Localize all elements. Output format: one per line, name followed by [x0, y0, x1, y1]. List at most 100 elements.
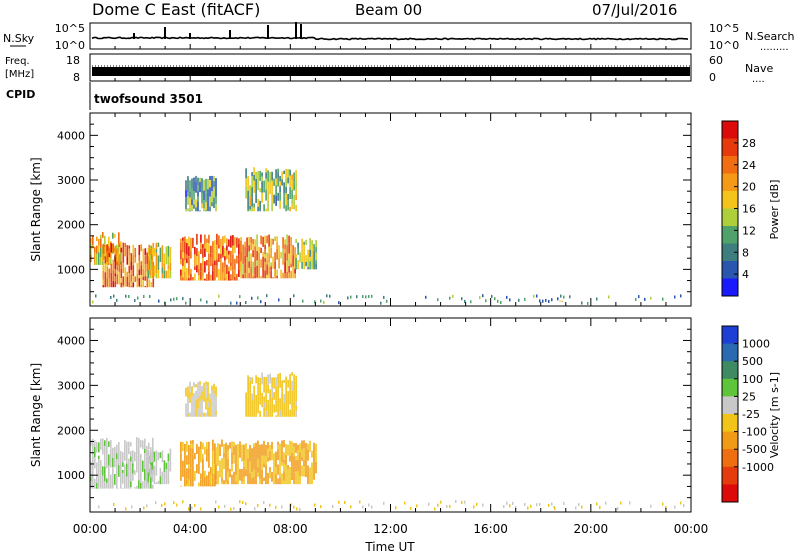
echo-cell [287, 177, 289, 184]
freq-top-tick: 18 [66, 54, 80, 67]
echo-cell [197, 408, 199, 417]
echo-cell [213, 181, 215, 188]
echo-cell [161, 450, 164, 463]
echo-cell [187, 192, 189, 196]
echo-cell [211, 408, 213, 416]
scatter-speck [581, 301, 583, 305]
echo-cell [197, 391, 199, 399]
cpid-value: twofsound 3501 [94, 92, 203, 106]
echo-cell [152, 242, 155, 249]
echo-cell [287, 172, 289, 178]
echo-cell [187, 403, 189, 414]
echo-cell [265, 172, 267, 179]
echo-cell [190, 269, 192, 275]
scatter-speck [470, 300, 472, 304]
echo-cell [289, 175, 291, 188]
echo-cell [291, 204, 293, 209]
echo-cell [200, 278, 202, 281]
echo-cell [200, 242, 202, 249]
echo-cell [189, 207, 191, 211]
echo-cell [197, 196, 199, 202]
echo-cell [102, 279, 105, 286]
scatter-speck [665, 506, 667, 510]
echo-cell [140, 454, 142, 466]
echo-cell [142, 440, 144, 450]
echo-cell [161, 262, 164, 268]
echo-cell [233, 441, 235, 447]
echo-cell [184, 455, 186, 460]
echo-cell [215, 415, 217, 417]
echo-cell [238, 259, 240, 270]
echo-cell [118, 455, 120, 466]
nsearch-top-tick: 10^5 [709, 22, 739, 35]
echo-cell [253, 443, 255, 447]
echo-cell [205, 192, 207, 203]
echo-cell [191, 188, 193, 200]
echo-cell [252, 261, 254, 274]
scatter-speck [485, 299, 487, 303]
echo-cell [208, 263, 210, 272]
echo-cell [167, 453, 170, 462]
echo-cell [159, 476, 162, 485]
echo-cell [182, 460, 184, 470]
echo-cell [150, 264, 153, 271]
colorbar-segment [722, 414, 738, 433]
echo-cell [255, 406, 257, 412]
echo-cell [290, 270, 292, 279]
echo-cell [94, 457, 96, 469]
echo-cell [207, 387, 209, 394]
echo-cell [238, 243, 240, 255]
echo-cell [208, 471, 210, 479]
echo-cell [188, 256, 190, 266]
echo-cell [315, 252, 317, 261]
scatter-speck [578, 503, 580, 507]
echo-cell [149, 269, 152, 276]
echo-cell [265, 455, 267, 465]
echo-cell [205, 392, 207, 398]
echo-cell [185, 209, 187, 212]
echo-cell [193, 177, 195, 182]
echo-cell [128, 245, 131, 249]
echo-cell [244, 241, 246, 247]
echo-cell [187, 196, 189, 205]
echo-cell [195, 175, 197, 182]
echo-cell [116, 444, 118, 454]
echo-cell [199, 395, 201, 401]
scatter-speck [170, 298, 172, 302]
echo-cell [283, 452, 285, 460]
echo-cell [147, 461, 150, 473]
echo-cell [204, 244, 206, 249]
echo-cell [251, 206, 253, 210]
echo-cell [281, 397, 283, 407]
echo-cell [148, 269, 151, 275]
echo-cell [209, 398, 211, 408]
echo-cell [245, 186, 247, 193]
echo-cell [128, 447, 130, 455]
echo-cell [209, 176, 211, 181]
echo-cell [284, 273, 286, 278]
echo-cell [142, 460, 144, 472]
echo-cell [313, 267, 315, 270]
echo-cell [261, 470, 263, 477]
echo-cell [147, 482, 150, 485]
echo-cell [212, 253, 214, 264]
x-tick-label: 00:00 [73, 522, 108, 536]
colorbar-title: Velocity [m s-1] [768, 372, 781, 458]
echo-cell [130, 473, 132, 482]
echo-cell [263, 396, 265, 403]
echo-cell [185, 387, 187, 397]
echo-cell [255, 172, 257, 179]
echo-cell [262, 251, 264, 257]
echo-cell [142, 248, 145, 258]
echo-cell [212, 451, 214, 463]
echo-cell [122, 455, 124, 463]
echo-cell [291, 199, 293, 205]
echo-cell [184, 272, 186, 281]
echo-cell [203, 208, 205, 212]
echo-cell [180, 472, 182, 478]
scatter-speck [563, 501, 565, 505]
echo-cell [235, 481, 237, 485]
echo-cell [219, 444, 221, 457]
echo-cell [140, 284, 143, 288]
echo-cell [261, 176, 263, 182]
